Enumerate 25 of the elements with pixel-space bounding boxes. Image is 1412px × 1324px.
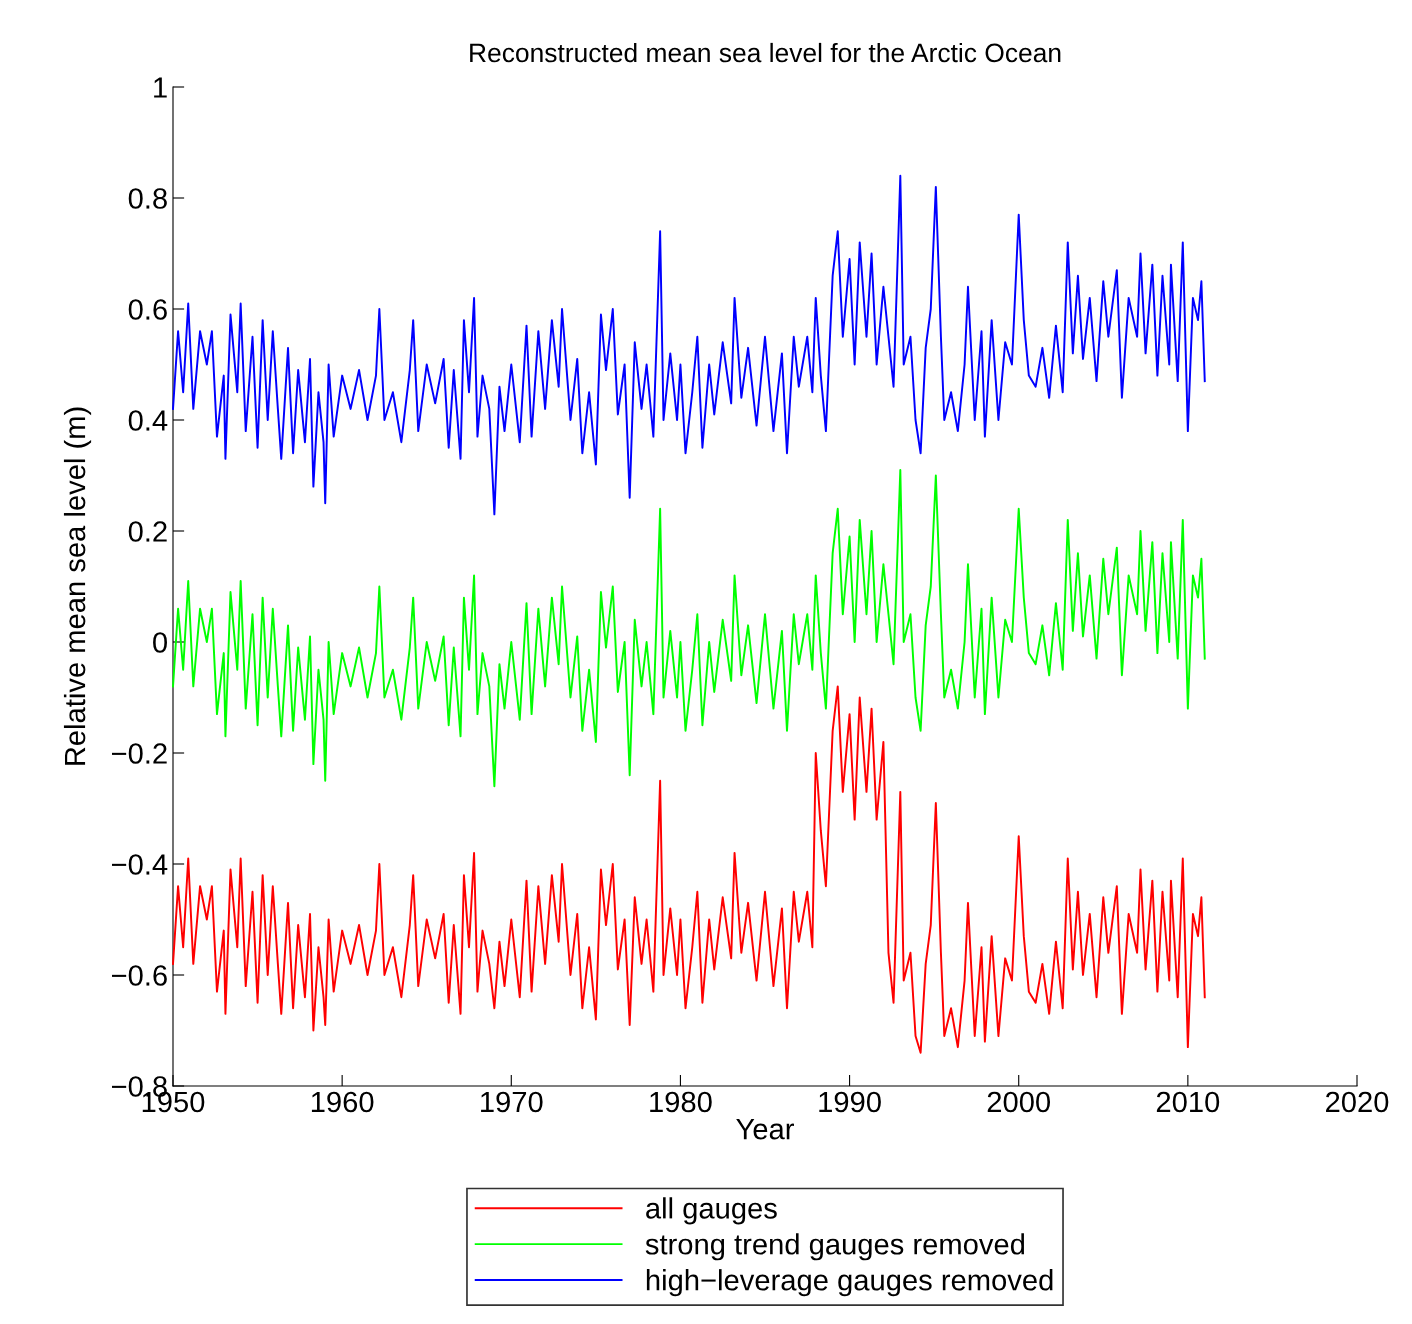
line-series: [172, 685, 1206, 1054]
y-tick-label: −0.4: [112, 854, 168, 875]
y-tick-label: 0.8: [128, 188, 167, 209]
y-tick-label: −0.6: [112, 965, 167, 986]
x-tick-label: 1980: [650, 1091, 712, 1113]
y-axis-title: Relative mean sea level (m): [63, 407, 92, 765]
x-axis-title: Year: [736, 1119, 794, 1140]
x-tick-label: 2000: [987, 1091, 1051, 1113]
legend-label: high−leverage gauges removed: [646, 1269, 1053, 1297]
y-tick-label: 0.4: [128, 410, 168, 431]
x-tick-label: 1970: [481, 1091, 543, 1113]
x-tick-label: 2010: [1156, 1091, 1220, 1113]
x-tick-label: 2020: [1326, 1091, 1389, 1113]
y-tick-label: 1: [154, 77, 167, 98]
x-tick-label: 1960: [311, 1091, 374, 1113]
y-tick-label: 0: [153, 632, 167, 653]
line-series: [172, 468, 1206, 788]
legend-label: strong trend gauges removed: [645, 1233, 1025, 1261]
chart-title: Reconstructed mean sea level for the Arctic Ocean: [470, 42, 1061, 63]
y-tick-label: −0.2: [112, 743, 167, 764]
y-tick-label: 0.2: [128, 521, 167, 542]
line-series: [172, 174, 1206, 516]
y-tick-label: 0.6: [128, 299, 167, 320]
legend-label: all gauges: [646, 1197, 777, 1225]
x-tick-label: 1990: [819, 1091, 881, 1113]
